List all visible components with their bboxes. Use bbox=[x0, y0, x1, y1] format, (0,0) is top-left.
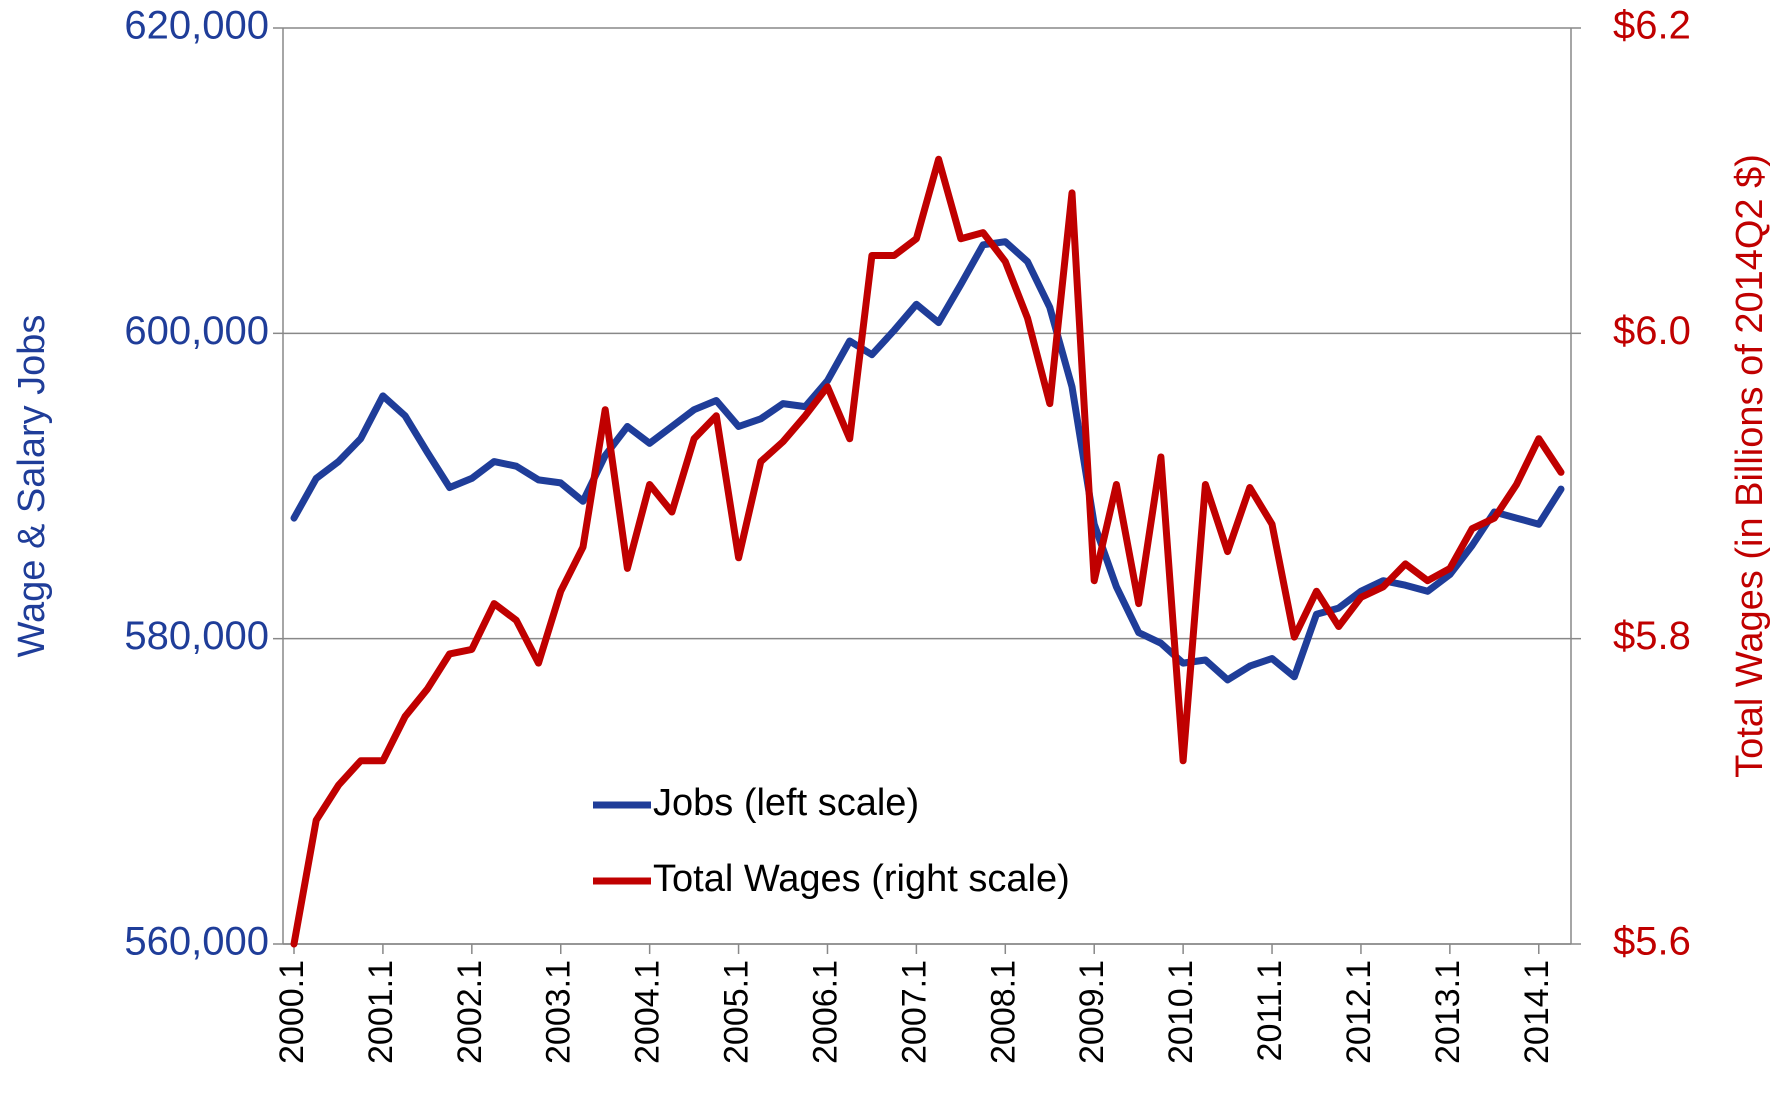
x-tick-label: 2011.1 bbox=[1251, 960, 1289, 1061]
y-axis-title: Wage & Salary Jobs bbox=[11, 315, 53, 658]
y-tick-label: 600,000 bbox=[124, 309, 269, 353]
x-tick-label: 2010.1 bbox=[1162, 960, 1200, 1064]
y-tick-label: 620,000 bbox=[124, 4, 269, 48]
x-tick-label: 2008.1 bbox=[984, 960, 1022, 1064]
legend-label: Jobs (left scale) bbox=[653, 782, 919, 824]
x-tick-label: 2013.1 bbox=[1429, 960, 1467, 1064]
y2-tick-label: $5.6 bbox=[1613, 920, 1691, 964]
x-tick-label: 2007.1 bbox=[895, 960, 933, 1064]
y2-tick-label: $6.0 bbox=[1613, 309, 1691, 353]
x-tick-label: 2009.1 bbox=[1073, 960, 1111, 1064]
x-tick-label: 2002.1 bbox=[451, 960, 489, 1064]
x-tick-label: 2005.1 bbox=[718, 960, 756, 1064]
y2-axis-title: Total Wages (in Billions of 2014Q2 $) bbox=[1729, 154, 1771, 778]
y2-tick-label: $5.8 bbox=[1613, 614, 1691, 658]
x-tick-label: 2003.1 bbox=[540, 960, 578, 1064]
y-tick-label: 560,000 bbox=[124, 920, 269, 964]
x-tick-label: 2000.1 bbox=[273, 960, 311, 1064]
legend-label: Total Wages (right scale) bbox=[653, 858, 1070, 900]
series-line bbox=[290, 238, 1565, 684]
series-line bbox=[290, 155, 1565, 948]
x-tick-label: 2004.1 bbox=[629, 960, 667, 1064]
x-tick-label: 2001.1 bbox=[362, 960, 400, 1064]
y-tick-label: 580,000 bbox=[124, 614, 269, 658]
x-tick-label: 2014.1 bbox=[1518, 960, 1556, 1064]
x-tick-label: 2006.1 bbox=[806, 960, 844, 1064]
y2-tick-label: $6.2 bbox=[1613, 4, 1691, 48]
x-tick-label: 2012.1 bbox=[1340, 960, 1378, 1064]
